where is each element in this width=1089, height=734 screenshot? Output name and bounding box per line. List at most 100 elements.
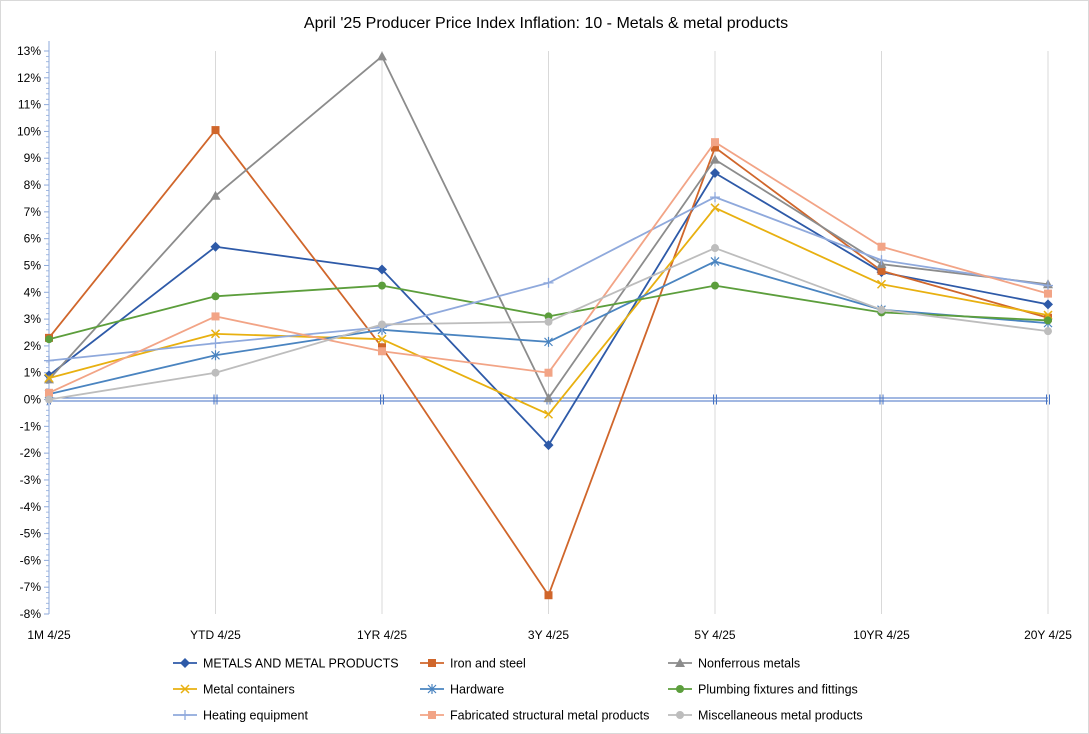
data-point-fabricated-structural-metal-products bbox=[45, 388, 53, 397]
legend-label: Nonferrous metals bbox=[698, 657, 800, 671]
y-tick-label: 12% bbox=[17, 71, 41, 85]
legend-swatch-marker bbox=[180, 710, 190, 720]
legend-swatch-marker bbox=[676, 685, 684, 693]
data-point-plumbing-fixtures-and-fittings bbox=[711, 281, 719, 290]
series-heating-equipment bbox=[44, 192, 1053, 366]
data-point-plumbing-fixtures-and-fittings bbox=[1044, 316, 1052, 325]
y-tick-label: -6% bbox=[20, 553, 42, 567]
legend-item-fabricated-structural-metal-products: Fabricated structural metal products bbox=[420, 709, 649, 723]
y-tick-label: 11% bbox=[18, 98, 41, 112]
legend-item-nonferrous-metals: Nonferrous metals bbox=[668, 657, 800, 671]
data-point-metals-and-metal-products bbox=[1043, 299, 1053, 310]
legend-label: Miscellaneous metal products bbox=[698, 709, 863, 723]
data-point-heating-equipment bbox=[876, 255, 887, 266]
chart-title: April '25 Producer Price Index Inflation… bbox=[304, 15, 788, 32]
data-point-heating-equipment bbox=[1043, 280, 1053, 291]
y-tick-label: 2% bbox=[24, 339, 42, 353]
x-tick-label: 1YR 4/25 bbox=[357, 628, 407, 642]
y-tick-label: 6% bbox=[24, 232, 42, 246]
legend-item-miscellaneous-metal-products: Miscellaneous metal products bbox=[668, 709, 863, 723]
data-point-metals-and-metal-products bbox=[543, 440, 554, 451]
x-tick-label: YTD 4/25 bbox=[190, 628, 241, 642]
data-point-nonferrous-metals bbox=[377, 51, 387, 61]
data-point-hardware bbox=[544, 336, 553, 347]
data-point-metal-containers bbox=[377, 334, 387, 344]
legend-item-iron-and-steel: Iron and steel bbox=[420, 657, 526, 671]
legend-item-hardware: Hardware bbox=[420, 683, 504, 697]
data-point-fabricated-structural-metal-products bbox=[378, 347, 386, 356]
data-point-fabricated-structural-metal-products bbox=[711, 138, 719, 147]
y-tick-label: -2% bbox=[20, 446, 42, 460]
data-point-miscellaneous-metal-products bbox=[211, 368, 220, 377]
x-tick-label: 1M 4/25 bbox=[27, 628, 71, 642]
series-miscellaneous-metal-products bbox=[45, 244, 1052, 404]
x-tick-label: 5Y 4/25 bbox=[694, 628, 735, 642]
data-point-hardware bbox=[211, 350, 220, 361]
data-point-miscellaneous-metal-products bbox=[711, 244, 719, 253]
data-point-miscellaneous-metal-products bbox=[877, 305, 886, 314]
data-point-heating-equipment bbox=[210, 338, 221, 349]
data-point-heating-equipment bbox=[44, 355, 54, 366]
y-tick-label: -8% bbox=[20, 607, 42, 621]
y-tick-label: 3% bbox=[24, 312, 42, 326]
data-point-iron-and-steel bbox=[211, 126, 220, 135]
data-point-miscellaneous-metal-products bbox=[544, 317, 553, 326]
data-point-metal-containers bbox=[876, 279, 887, 289]
data-point-fabricated-structural-metal-products bbox=[544, 368, 553, 377]
x-tick-label: 3Y 4/25 bbox=[528, 628, 569, 642]
legend-label: Metal containers bbox=[203, 683, 295, 697]
data-point-miscellaneous-metal-products bbox=[1044, 327, 1052, 336]
legend-label: Fabricated structural metal products bbox=[450, 709, 649, 723]
data-point-metal-containers bbox=[543, 409, 554, 419]
data-point-iron-and-steel bbox=[544, 591, 553, 600]
y-tick-label: 10% bbox=[17, 124, 41, 138]
x-tick-label: 10YR 4/25 bbox=[853, 628, 910, 642]
series-layer bbox=[44, 51, 1053, 600]
data-point-fabricated-structural-metal-products bbox=[211, 312, 220, 321]
legend-item-plumbing-fixtures-and-fittings: Plumbing fixtures and fittings bbox=[668, 683, 858, 697]
legend-label: Heating equipment bbox=[203, 709, 308, 723]
legend-label: METALS AND METAL PRODUCTS bbox=[203, 657, 399, 671]
data-point-miscellaneous-metal-products bbox=[378, 320, 386, 329]
legend-swatch-marker bbox=[676, 711, 684, 719]
legend: METALS AND METAL PRODUCTS Iron and steel N… bbox=[173, 657, 863, 723]
data-point-miscellaneous-metal-products bbox=[45, 395, 53, 404]
y-tick-label: 5% bbox=[24, 258, 42, 272]
data-point-plumbing-fixtures-and-fittings bbox=[45, 335, 53, 344]
legend-label: Iron and steel bbox=[450, 657, 526, 671]
y-tick-label: 7% bbox=[24, 205, 42, 219]
y-tick-label: 1% bbox=[24, 366, 42, 380]
y-tick-label: 4% bbox=[24, 285, 42, 299]
y-tick-label: -3% bbox=[20, 473, 42, 487]
legend-label: Hardware bbox=[450, 683, 504, 697]
legend-swatch-marker bbox=[180, 684, 190, 694]
y-tick-label: 13% bbox=[17, 44, 41, 58]
data-point-metals-and-metal-products bbox=[210, 241, 221, 252]
legend-swatch-marker bbox=[180, 658, 190, 668]
data-point-heating-equipment bbox=[543, 277, 554, 288]
data-point-fabricated-structural-metal-products bbox=[877, 242, 886, 251]
legend-swatch-marker bbox=[428, 711, 436, 719]
data-point-heating-equipment bbox=[710, 192, 720, 203]
data-point-plumbing-fixtures-and-fittings bbox=[211, 292, 220, 301]
series-fabricated-structural-metal-products bbox=[45, 138, 1052, 397]
y-tick-label: 0% bbox=[24, 393, 42, 407]
legend-swatch-marker bbox=[427, 684, 437, 694]
legend-swatch-marker bbox=[428, 659, 436, 667]
x-tick-label: 20Y 4/25 bbox=[1024, 628, 1072, 642]
y-tick-label: 9% bbox=[24, 151, 42, 165]
data-point-hardware bbox=[710, 256, 720, 267]
y-tick-label: -5% bbox=[20, 527, 42, 541]
axis-layer: 13% 12% 11% 10% 9% 8% 7% 6% 5% 4% 3% 2% 1% 0% -1% -2% -3… bbox=[17, 41, 1072, 642]
legend-item-heating-equipment: Heating equipment bbox=[173, 709, 308, 723]
data-point-iron-and-steel bbox=[378, 343, 386, 352]
data-point-metal-containers bbox=[710, 203, 720, 213]
y-tick-label: -4% bbox=[20, 500, 42, 514]
data-point-metals-and-metal-products bbox=[710, 167, 720, 178]
data-point-nonferrous-metals bbox=[710, 154, 720, 164]
legend-swatch-marker bbox=[675, 658, 685, 667]
data-point-fabricated-structural-metal-products bbox=[1044, 289, 1052, 298]
grid-layer bbox=[215, 51, 1049, 614]
